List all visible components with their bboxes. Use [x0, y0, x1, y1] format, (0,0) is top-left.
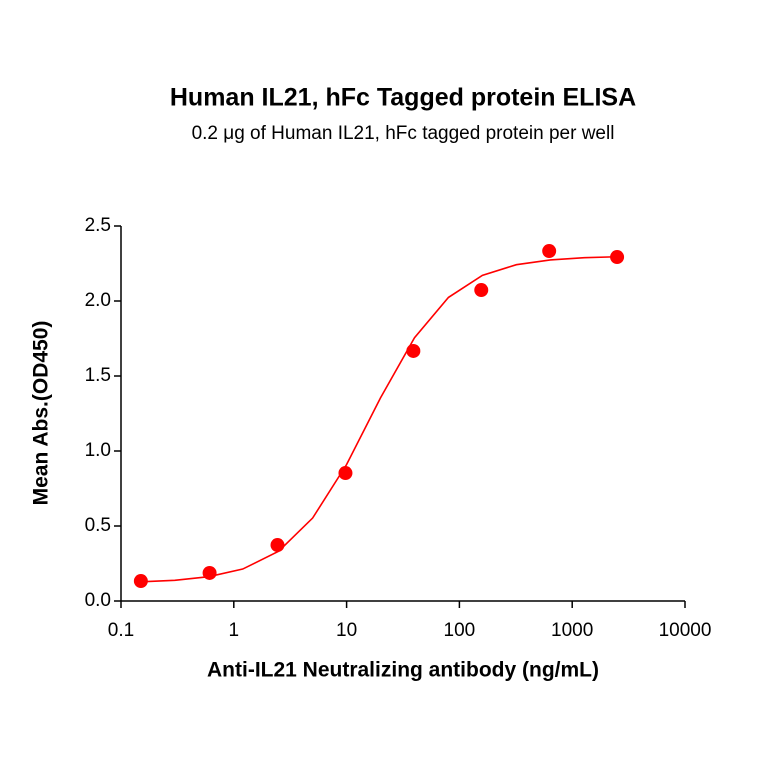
x-tick-label: 10000: [659, 620, 712, 641]
x-tick-label: 1: [229, 620, 240, 641]
data-point: [610, 250, 625, 265]
data-point: [406, 343, 421, 358]
x-tick-label: 100: [444, 620, 476, 641]
x-tick-label: 10: [336, 620, 357, 641]
x-axis-label: Anti-IL21 Neutralizing antibody (ng/mL): [207, 659, 599, 682]
y-tick-label: 2.5: [85, 215, 111, 236]
y-axis-label: Mean Abs.(OD450): [30, 321, 53, 506]
y-tick-label: 0.0: [85, 590, 111, 611]
fit-curve: [140, 255, 618, 583]
data-point: [474, 283, 489, 298]
chart-subtitle: 0.2 μg of Human IL21, hFc tagged protein…: [192, 123, 615, 144]
y-tick-label: 1.0: [85, 440, 111, 461]
y-tick-label: 1.5: [85, 365, 111, 386]
data-point: [270, 538, 285, 553]
data-point: [133, 574, 148, 589]
data-point: [338, 466, 353, 481]
y-tick-label: 2.0: [85, 290, 111, 311]
data-point: [542, 244, 557, 259]
data-point: [202, 565, 217, 580]
chart-title: Human IL21, hFc Tagged protein ELISA: [170, 84, 636, 112]
x-tick-label: 0.1: [108, 620, 134, 641]
x-tick-label: 1000: [551, 620, 593, 641]
y-tick-label: 0.5: [85, 515, 111, 536]
